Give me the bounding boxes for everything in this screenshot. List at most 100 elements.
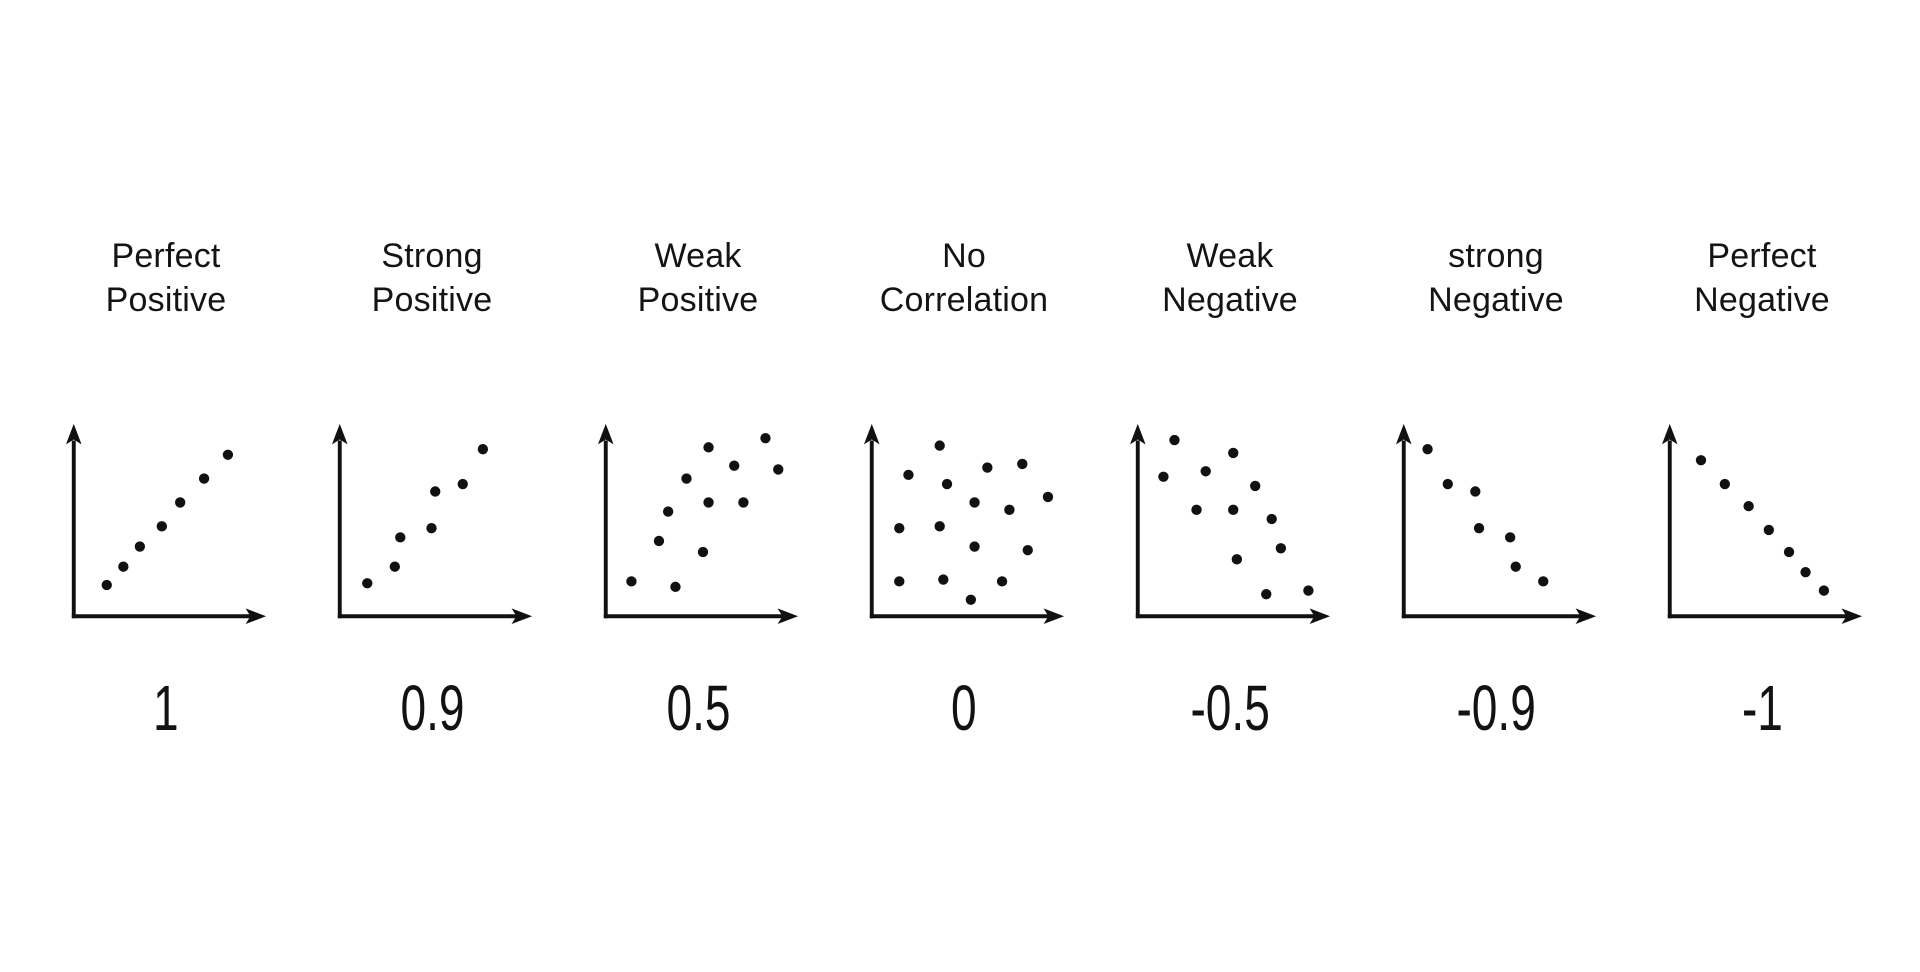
panel-title-line1: Weak xyxy=(654,237,742,275)
panel-perfect-negative: Perfect Negative -1 xyxy=(1629,234,1895,740)
x-axis-arrow-icon xyxy=(511,608,532,625)
scatter-plot-perfect-positive xyxy=(65,423,266,625)
data-point xyxy=(1200,466,1211,477)
correlation-value: 0 xyxy=(951,672,977,744)
panel-title: Perfect Positive xyxy=(106,234,227,322)
data-point xyxy=(1157,471,1169,482)
data-point xyxy=(728,460,739,471)
scatter-points xyxy=(893,440,1053,605)
data-point xyxy=(429,486,440,497)
y-axis-arrow-icon xyxy=(1661,423,1678,445)
data-point xyxy=(702,442,714,453)
data-point xyxy=(893,523,904,534)
data-point xyxy=(669,581,681,593)
data-point xyxy=(1719,478,1730,490)
data-point xyxy=(174,497,185,508)
y-axis-arrow-icon xyxy=(1129,423,1146,445)
scatter-plot-strong-negative xyxy=(1395,423,1596,625)
panel-title: strong Negative xyxy=(1428,234,1564,322)
data-point xyxy=(1190,504,1202,516)
data-point xyxy=(1504,532,1515,543)
panel-strong-positive: Strong Positive 0.9 xyxy=(299,234,565,740)
panel-title: Strong Positive xyxy=(372,234,493,322)
correlation-value: -1 xyxy=(1741,672,1783,744)
panel-title-line2: Positive xyxy=(105,281,227,319)
correlation-value: -0.5 xyxy=(1190,672,1270,744)
data-point xyxy=(937,574,948,585)
data-point xyxy=(101,579,112,591)
panel-strong-negative: strong Negative -0.9 xyxy=(1363,234,1629,740)
panel-title-line1: Perfect xyxy=(1707,237,1817,275)
data-point xyxy=(759,433,771,444)
y-axis-arrow-icon xyxy=(1395,423,1412,445)
scatter-points xyxy=(1695,455,1829,596)
data-point xyxy=(968,497,980,508)
data-point xyxy=(1783,546,1794,558)
data-point xyxy=(680,473,692,484)
y-axis-arrow-icon xyxy=(597,423,614,445)
data-point xyxy=(934,521,945,532)
data-point xyxy=(1510,561,1521,572)
data-point xyxy=(981,462,993,473)
panel-title-line1: Perfect xyxy=(111,237,221,275)
data-point xyxy=(1473,523,1484,534)
scatter-plot-weak-negative xyxy=(1129,423,1330,625)
data-point xyxy=(697,546,708,558)
panel-title-line2: Positive xyxy=(637,281,759,319)
data-point xyxy=(394,532,405,543)
panel-no-correlation: No Correlation 0 xyxy=(831,234,1097,740)
data-point xyxy=(968,541,980,552)
panel-title-line2: Negative xyxy=(1694,281,1830,319)
data-point xyxy=(134,541,145,552)
data-point xyxy=(996,576,1007,587)
data-point xyxy=(198,473,209,484)
data-point xyxy=(1537,576,1548,587)
data-point xyxy=(389,561,400,572)
data-point xyxy=(1168,434,1180,446)
y-axis-arrow-icon xyxy=(863,423,880,445)
panel-title-line2: Negative xyxy=(1428,281,1564,319)
scatter-points xyxy=(1421,444,1548,587)
scatter-plot-no-correlation xyxy=(863,423,1064,625)
scatter-points xyxy=(625,433,783,593)
x-axis-arrow-icon xyxy=(777,608,798,625)
correlation-value: 1 xyxy=(153,672,179,744)
panel-title-line2: Correlation xyxy=(879,281,1049,319)
correlation-value: 0.9 xyxy=(399,672,465,744)
data-point xyxy=(457,478,468,490)
data-point xyxy=(1799,567,1811,578)
scatter-plot-weak-positive xyxy=(597,423,798,625)
data-point xyxy=(1016,458,1027,470)
correlation-value: -0.9 xyxy=(1456,672,1536,744)
scatter-points xyxy=(1157,434,1314,600)
panel-weak-positive: Weak Positive 0.5 xyxy=(565,234,831,740)
data-point xyxy=(965,594,976,605)
data-point xyxy=(902,469,914,481)
scatter-plot-strong-positive xyxy=(331,423,532,625)
panel-title: Perfect Negative xyxy=(1694,234,1830,322)
panel-title-line1: Strong xyxy=(381,237,483,275)
data-point xyxy=(425,523,437,534)
data-point xyxy=(934,440,945,451)
panel-title-line1: Weak xyxy=(1186,237,1274,275)
correlation-diagram: Perfect Positive 1 Strong Positive 0.9 W… xyxy=(33,234,1895,740)
data-point xyxy=(702,497,714,508)
data-point xyxy=(1742,500,1754,512)
scatter-points xyxy=(101,449,233,591)
y-axis-arrow-icon xyxy=(331,423,348,445)
data-point xyxy=(1260,589,1271,600)
data-point xyxy=(893,576,904,587)
panel-title-line2: Positive xyxy=(371,281,493,319)
data-point xyxy=(361,578,372,589)
data-point xyxy=(117,561,129,572)
data-point xyxy=(1022,544,1033,556)
panel-perfect-positive: Perfect Positive 1 xyxy=(33,234,299,740)
data-point xyxy=(653,535,664,547)
data-point xyxy=(662,506,673,517)
data-point xyxy=(1302,585,1314,596)
data-point xyxy=(737,497,749,508)
y-axis-arrow-icon xyxy=(65,423,82,445)
data-point xyxy=(1227,447,1238,459)
data-point xyxy=(156,521,167,532)
data-point xyxy=(1231,554,1242,565)
